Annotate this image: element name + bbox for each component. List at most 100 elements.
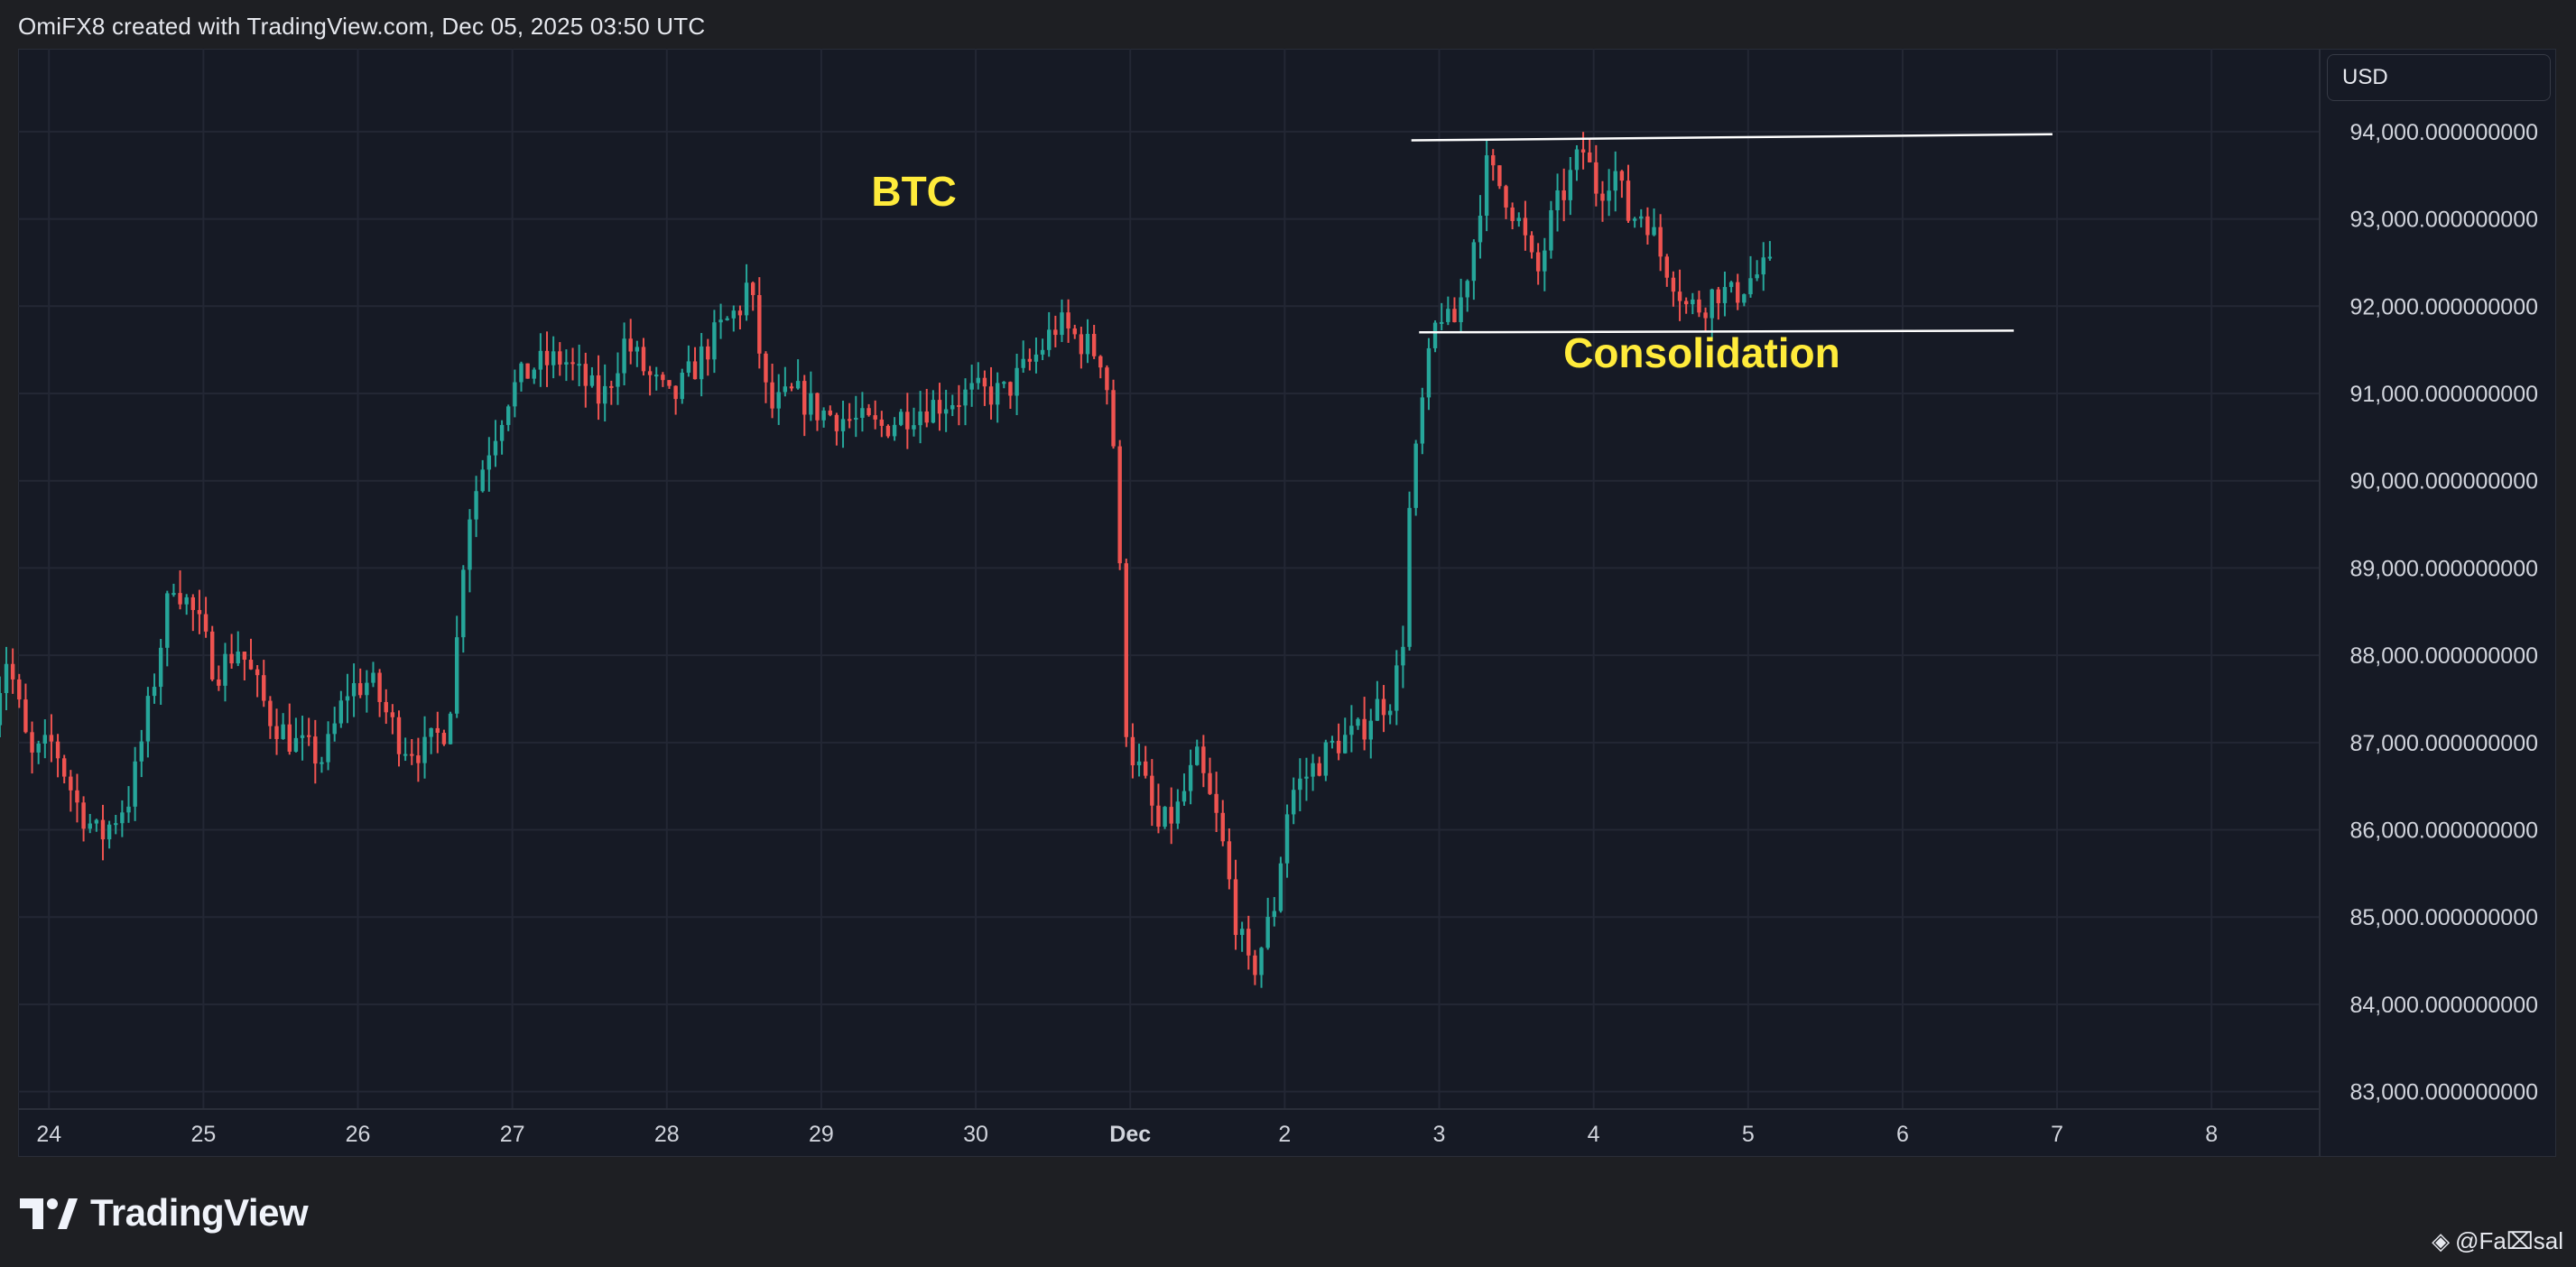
candle-body bbox=[937, 400, 942, 414]
grid-lines bbox=[18, 49, 2320, 1109]
candle-body bbox=[358, 683, 363, 696]
candle-body bbox=[635, 347, 640, 352]
candle-body bbox=[815, 393, 820, 421]
candle-body bbox=[879, 419, 885, 426]
time-tick-label: 4 bbox=[1588, 1122, 1600, 1147]
candle-body bbox=[602, 385, 607, 404]
candle-body bbox=[184, 597, 189, 605]
candle-body bbox=[686, 361, 691, 373]
candle-body bbox=[190, 597, 196, 610]
candle-body bbox=[821, 410, 826, 421]
candle-body bbox=[42, 735, 48, 744]
candle-body bbox=[834, 414, 839, 431]
time-tick-label: 29 bbox=[809, 1122, 834, 1147]
candle-body bbox=[1761, 257, 1765, 275]
candle-body bbox=[1330, 740, 1335, 743]
candle-body bbox=[725, 318, 729, 320]
time-tick-label: 24 bbox=[36, 1122, 61, 1147]
candle-body bbox=[1349, 726, 1354, 735]
candle-body bbox=[1426, 347, 1432, 398]
candle-body bbox=[963, 389, 968, 406]
candle-body bbox=[654, 375, 659, 377]
candle-body bbox=[1233, 879, 1238, 936]
candle-body bbox=[744, 282, 749, 316]
candle-body bbox=[281, 724, 285, 739]
candle-body bbox=[802, 381, 807, 415]
candle-body bbox=[1323, 742, 1329, 776]
candle-body bbox=[1278, 863, 1283, 911]
candle-body bbox=[1722, 287, 1728, 303]
candle-body bbox=[1336, 740, 1341, 754]
candle-body bbox=[1407, 507, 1412, 647]
candle-body bbox=[809, 393, 813, 415]
candle-body bbox=[1471, 242, 1477, 282]
candle-body bbox=[712, 322, 717, 360]
candle-body bbox=[1459, 297, 1463, 323]
candle-body bbox=[558, 351, 562, 365]
candle-body bbox=[544, 350, 550, 365]
price-tick-label: 94,000.000000000 bbox=[2349, 120, 2538, 145]
candle-body bbox=[924, 411, 929, 423]
candle-body bbox=[69, 776, 73, 791]
candle-body bbox=[692, 361, 698, 380]
candle-body bbox=[1497, 165, 1502, 187]
candle-body bbox=[1040, 349, 1045, 355]
candle-body bbox=[94, 819, 99, 824]
candle-body bbox=[1767, 256, 1773, 259]
candle-body bbox=[828, 410, 832, 415]
candle-body bbox=[396, 717, 402, 754]
candle-body bbox=[1613, 171, 1617, 191]
candle-body bbox=[255, 669, 260, 676]
candle-body bbox=[1047, 329, 1052, 350]
candle-body bbox=[647, 371, 653, 375]
candle-body bbox=[0, 693, 3, 726]
candle-body bbox=[1111, 390, 1116, 447]
tradingview-logo[interactable]: TradingView bbox=[20, 1189, 309, 1236]
candle-body bbox=[493, 440, 498, 456]
candle-body bbox=[365, 682, 369, 696]
time-tick-label: 7 bbox=[2051, 1122, 2063, 1147]
candle-body bbox=[1105, 367, 1109, 391]
candle-body bbox=[1395, 665, 1399, 711]
candle-body bbox=[171, 593, 176, 596]
candle-body bbox=[61, 758, 67, 777]
candle-body bbox=[1272, 911, 1277, 918]
candle-body bbox=[1401, 646, 1405, 666]
time-tick-label: 6 bbox=[1896, 1122, 1909, 1147]
candle-body bbox=[706, 346, 710, 360]
candle-body bbox=[1181, 791, 1187, 802]
candle-body bbox=[1356, 718, 1360, 726]
candle-body bbox=[564, 362, 569, 365]
candle-body bbox=[1691, 299, 1695, 305]
candle-body bbox=[23, 699, 28, 733]
candle-body bbox=[1239, 929, 1245, 936]
time-axis: 24 25 26 27 28 29 30 Dec 2 3 4 5 6 7 8 bbox=[36, 1122, 2218, 1147]
candle-body bbox=[1195, 746, 1200, 765]
candle-body bbox=[1117, 446, 1122, 564]
tradingview-logo-icon bbox=[20, 1198, 78, 1229]
chart-area[interactable] bbox=[18, 49, 2556, 1157]
candle-body bbox=[731, 310, 737, 319]
candle-body bbox=[422, 736, 427, 763]
candle-body bbox=[1523, 217, 1528, 236]
candle-body bbox=[1710, 289, 1714, 319]
currency-selector[interactable]: USD bbox=[2327, 54, 2551, 101]
candle-body bbox=[139, 741, 144, 762]
candle-body bbox=[81, 802, 86, 829]
candle-body bbox=[1066, 312, 1070, 328]
candle-body bbox=[1742, 294, 1747, 303]
candle-body bbox=[667, 380, 672, 386]
candle-body bbox=[461, 569, 466, 638]
price-tick-label: 93,000.000000000 bbox=[2349, 208, 2538, 233]
candle-body bbox=[448, 713, 453, 744]
price-tick-label: 92,000.000000000 bbox=[2349, 294, 2538, 319]
candle-body bbox=[1529, 235, 1534, 253]
candle-body bbox=[313, 736, 318, 764]
candle-body bbox=[1124, 563, 1129, 737]
candle-body bbox=[100, 819, 106, 840]
candle-body bbox=[17, 679, 22, 700]
candle-body bbox=[1079, 334, 1084, 355]
candle-body bbox=[1510, 207, 1515, 221]
candle-body bbox=[351, 683, 357, 697]
